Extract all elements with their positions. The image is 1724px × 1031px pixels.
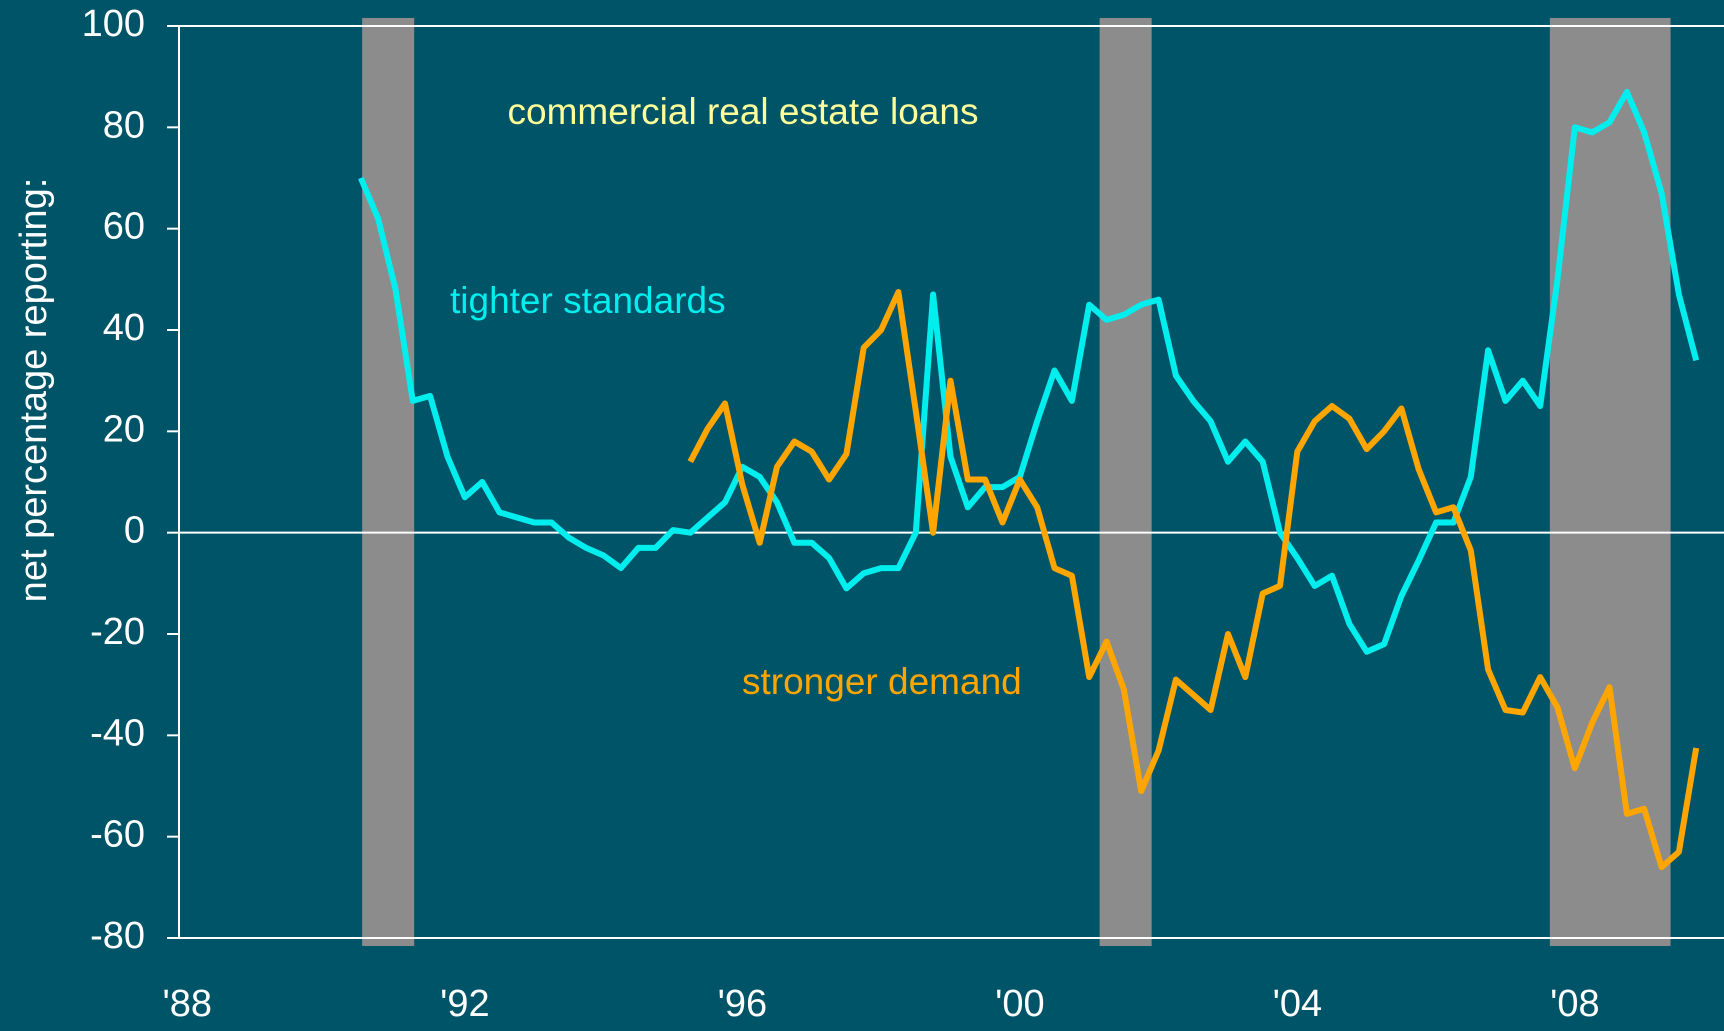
y-tick-label: 40 <box>103 307 145 349</box>
x-tick-label: '88 <box>163 983 213 1025</box>
x-tick-label: '08 <box>1550 983 1600 1025</box>
series-label: tighter standards <box>450 280 726 321</box>
y-tick-label: -80 <box>90 915 145 957</box>
y-tick-label: 60 <box>103 206 145 248</box>
y-tick-label: -40 <box>90 712 145 754</box>
y-tick-label: 20 <box>103 408 145 450</box>
x-tick-label: '92 <box>440 983 490 1025</box>
series-line <box>687 289 1700 871</box>
labels: 100 80 60 40 20 0 -20 -40 -60 -80 '88 '92 '96 '00 '04 '… <box>13 3 1600 1025</box>
y-axis-label: net percentage reporting: <box>13 178 55 603</box>
x-tick-label: '00 <box>995 983 1045 1025</box>
y-tick-label: -60 <box>90 814 145 856</box>
x-tick-label: '96 <box>718 983 768 1025</box>
y-tick-label: -20 <box>90 611 145 653</box>
chart-title: commercial real estate loans <box>508 91 979 132</box>
series-label: stronger demand <box>742 661 1022 702</box>
x-tick-label: '04 <box>1273 983 1323 1025</box>
recession-band <box>362 18 415 946</box>
y-tick-label: 0 <box>124 510 145 552</box>
recession-band <box>1099 18 1152 946</box>
lines <box>358 88 1700 871</box>
series-line <box>358 88 1700 655</box>
y-tick-label: 100 <box>82 3 145 45</box>
y-tick-label: 80 <box>103 104 145 146</box>
